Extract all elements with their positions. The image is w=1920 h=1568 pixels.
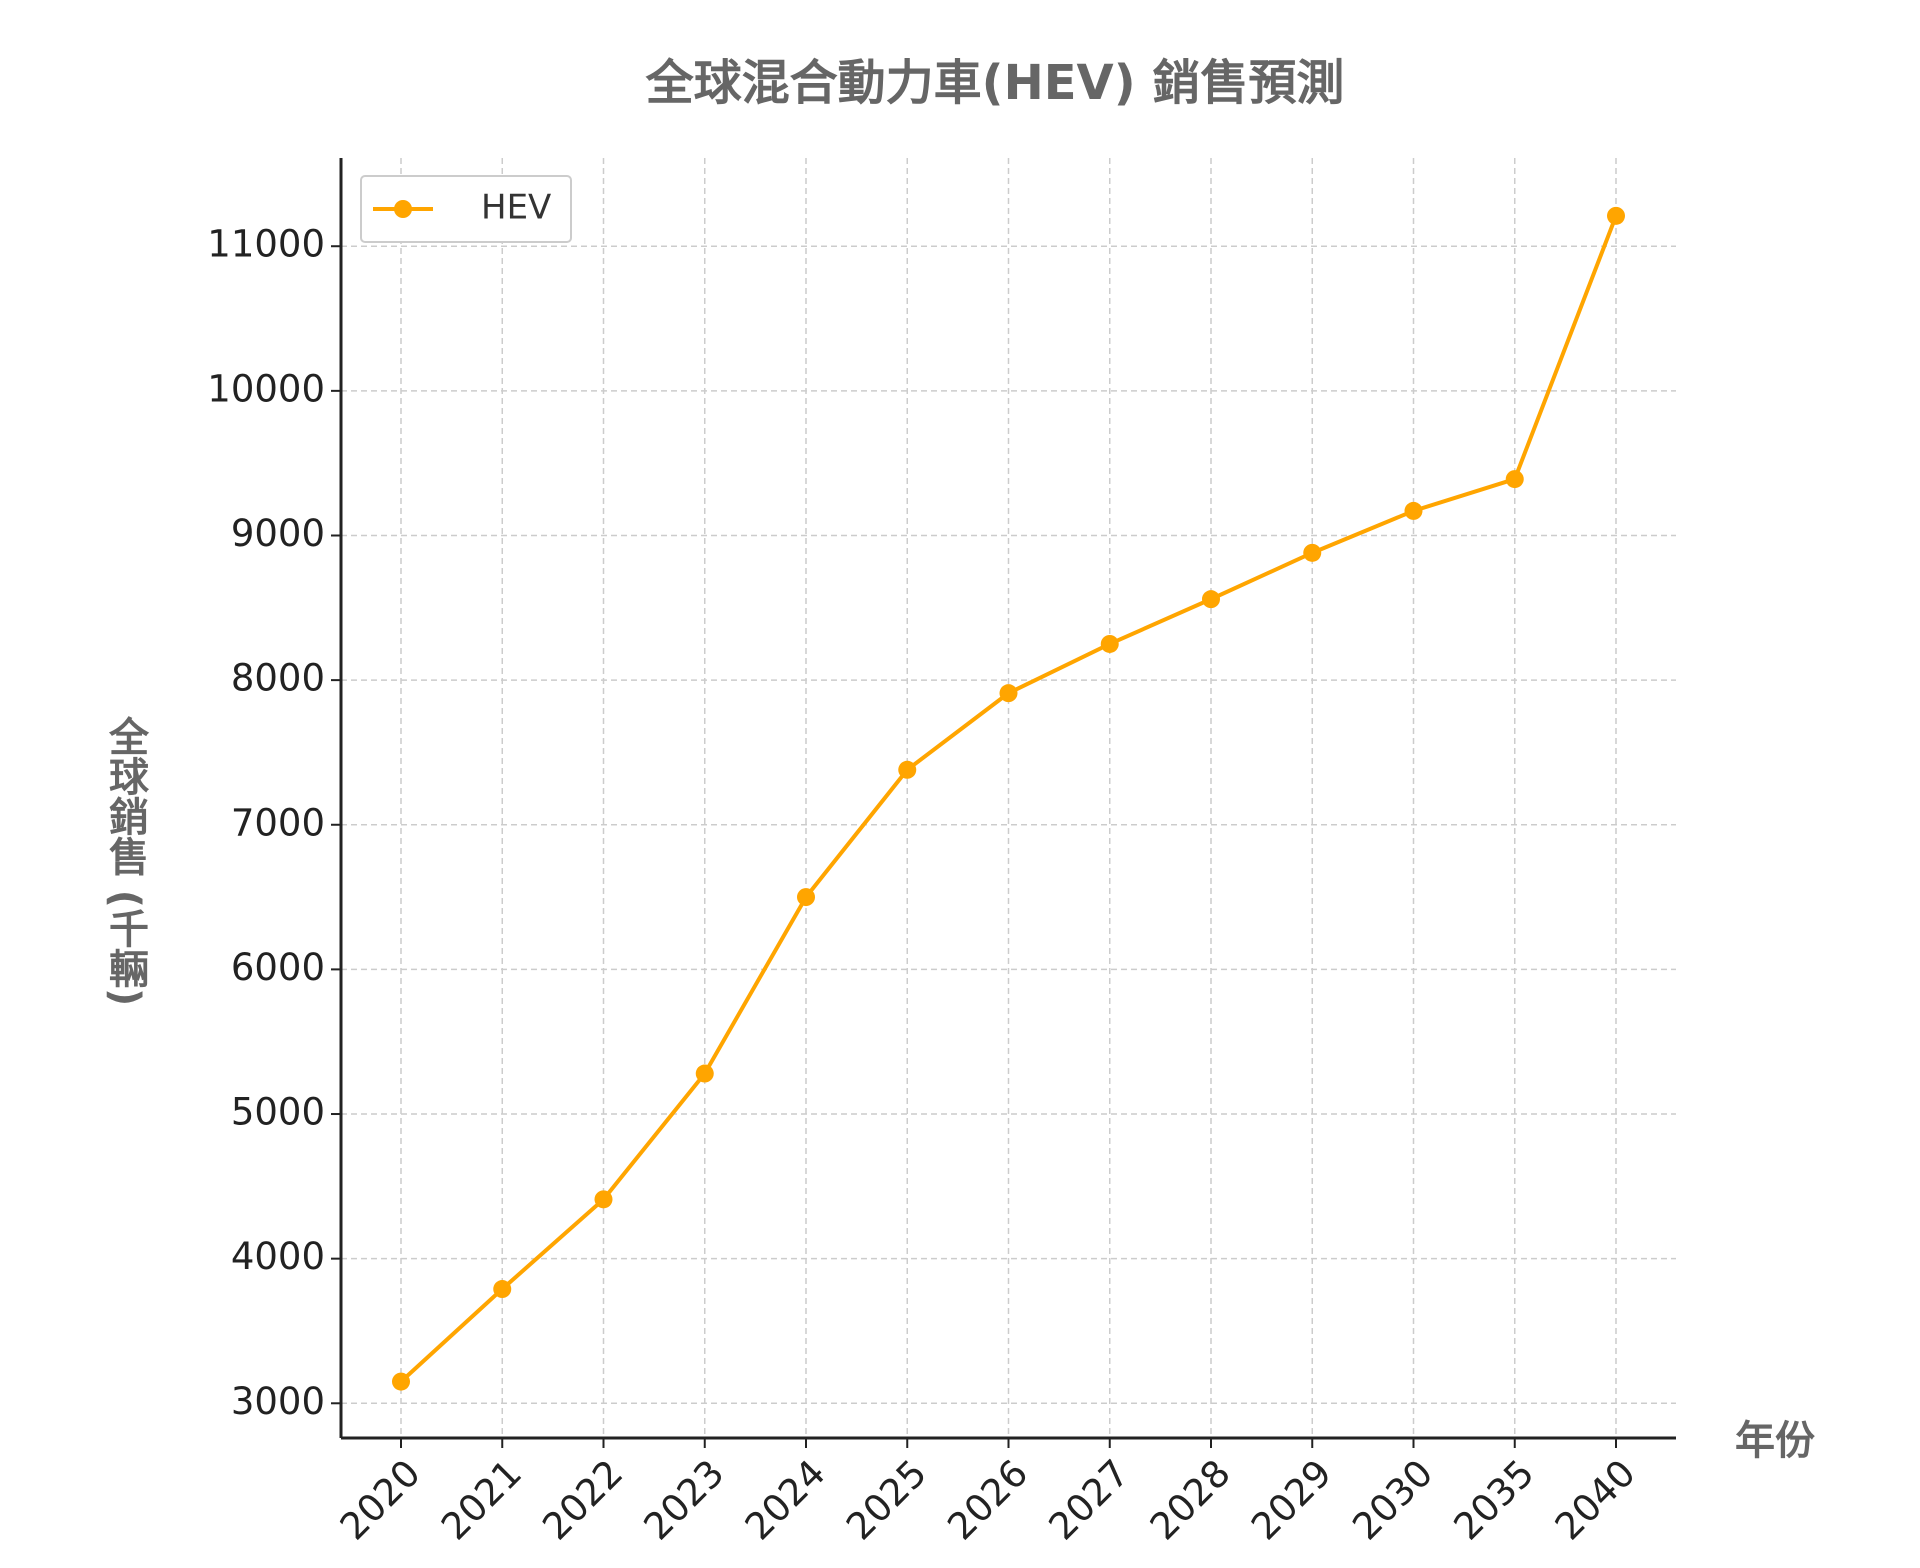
x-tick-label: 2023 (636, 1451, 733, 1548)
y-axis-label: 全球銷售 (千輛) (102, 715, 150, 1006)
data-point (594, 1190, 613, 1209)
data-point (392, 1372, 410, 1391)
data-point (1404, 501, 1423, 520)
legend-box (360, 175, 572, 243)
y-tick-label: 8000 (231, 657, 325, 700)
y-tick-label: 7000 (231, 801, 325, 844)
legend-label: HEV (481, 188, 551, 228)
x-tick-label: 2027 (1041, 1451, 1138, 1548)
x-tick-label: 2024 (737, 1451, 834, 1548)
x-tick-label: 2035 (1446, 1451, 1543, 1548)
y-tick-label: 5000 (231, 1091, 325, 1134)
data-point (1100, 634, 1119, 653)
x-tick-label: 2029 (1243, 1451, 1340, 1548)
data-point (797, 888, 815, 907)
x-tick-label: 2030 (1344, 1451, 1441, 1548)
legend-marker (394, 200, 412, 218)
data-point (1607, 206, 1625, 225)
data-point (999, 684, 1018, 703)
y-tick-label: 6000 (231, 946, 325, 989)
data-point (493, 1280, 512, 1299)
y-tick-label: 9000 (231, 512, 325, 555)
y-tick-label: 3000 (231, 1380, 325, 1423)
x-tick-label: 2020 (332, 1451, 429, 1548)
x-tick-label: 2028 (1142, 1451, 1239, 1548)
data-point (1202, 590, 1220, 609)
chart-title: 全球混合動力車(HEV) 銷售預測 (645, 55, 1345, 111)
x-tick-label: 2040 (1547, 1451, 1644, 1548)
y-tick-label: 11000 (207, 223, 325, 266)
x-tick-label: 2025 (838, 1451, 935, 1548)
x-tick-label: 2026 (939, 1451, 1036, 1548)
data-point (898, 760, 917, 779)
y-tick-label: 10000 (207, 367, 325, 410)
data-point (1303, 543, 1322, 562)
y-tick-label: 4000 (231, 1235, 325, 1278)
data-point (695, 1064, 714, 1083)
x-tick-label: 2022 (534, 1451, 631, 1548)
data-point (1505, 470, 1524, 489)
x-tick-label: 2021 (433, 1451, 530, 1548)
x-axis-label: 年份 (1735, 1418, 1815, 1464)
